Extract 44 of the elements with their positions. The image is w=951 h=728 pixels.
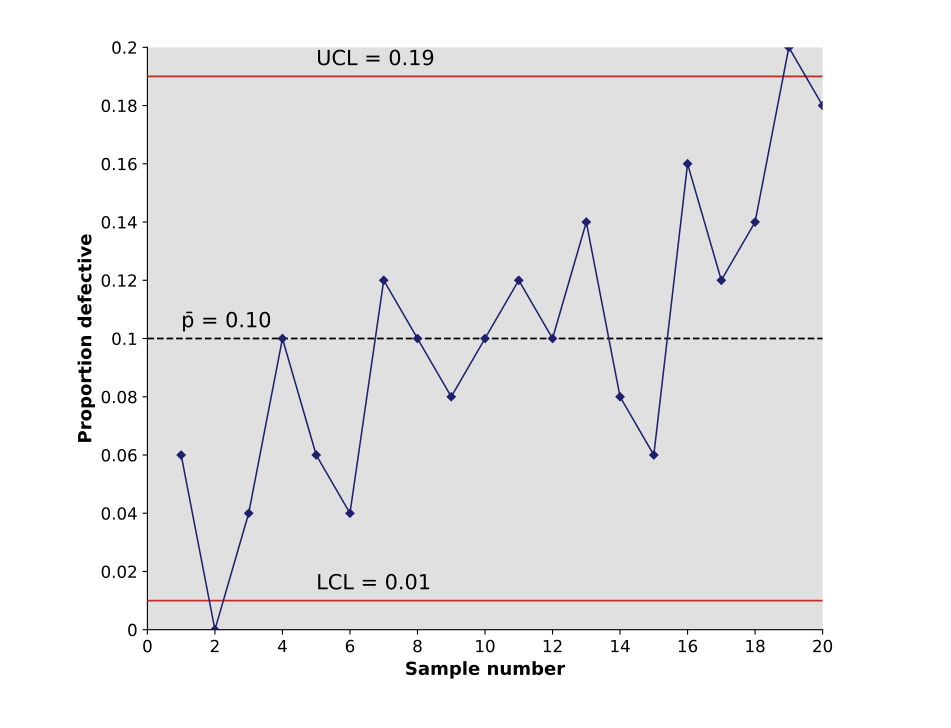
point: [244, 508, 254, 518]
point: [682, 159, 692, 168]
y-tick-label: 0: [128, 624, 137, 636]
point: [345, 508, 355, 518]
point: [379, 276, 388, 285]
y-tick-label: 0.06: [102, 448, 137, 462]
point: [514, 276, 524, 285]
y-tick-label: 0.14: [102, 216, 137, 229]
point: [716, 276, 726, 285]
y-tick-label: 0.12: [102, 274, 136, 287]
point: [446, 392, 456, 402]
x-tick-label: 20: [813, 640, 832, 652]
point: [615, 392, 625, 402]
point: [412, 334, 422, 344]
ref-line-label: UCL = 0.19: [318, 50, 434, 66]
point: [649, 450, 658, 460]
x-tick-label: 6: [346, 640, 354, 652]
x-axis-title: Sample number: [406, 661, 566, 679]
x-tick-label: 2: [210, 640, 219, 652]
x-tick-label: 4: [278, 640, 287, 652]
x-tick-label: 12: [544, 640, 562, 652]
point: [176, 450, 186, 460]
ref-line-label: p̄ = 0.10: [183, 312, 270, 332]
y-tick-label: 0.18: [102, 100, 137, 112]
x-tick-label: 16: [678, 640, 698, 652]
y-tick-label: 0.08: [102, 390, 137, 404]
y-tick-label: 0.04: [102, 507, 137, 520]
y-axis-title: Proportion defective: [78, 234, 96, 442]
x-tick-label: 0: [143, 640, 152, 652]
point: [312, 450, 321, 460]
y-tick-label: 0.02: [102, 565, 136, 578]
point: [750, 217, 760, 227]
x-tick-label: 14: [611, 640, 630, 652]
y-tick-label: 0.2: [112, 41, 136, 54]
x-tick-label: 18: [746, 640, 765, 652]
x-tick-label: 10: [476, 640, 495, 652]
x-tick-label: 8: [413, 640, 422, 652]
point: [582, 217, 591, 227]
point: [548, 334, 558, 344]
ref-line-label: LCL = 0.01: [318, 574, 430, 590]
y-tick-label: 0.1: [112, 332, 136, 346]
point: [278, 334, 288, 344]
y-tick-label: 0.16: [102, 158, 137, 170]
point: [480, 334, 490, 344]
